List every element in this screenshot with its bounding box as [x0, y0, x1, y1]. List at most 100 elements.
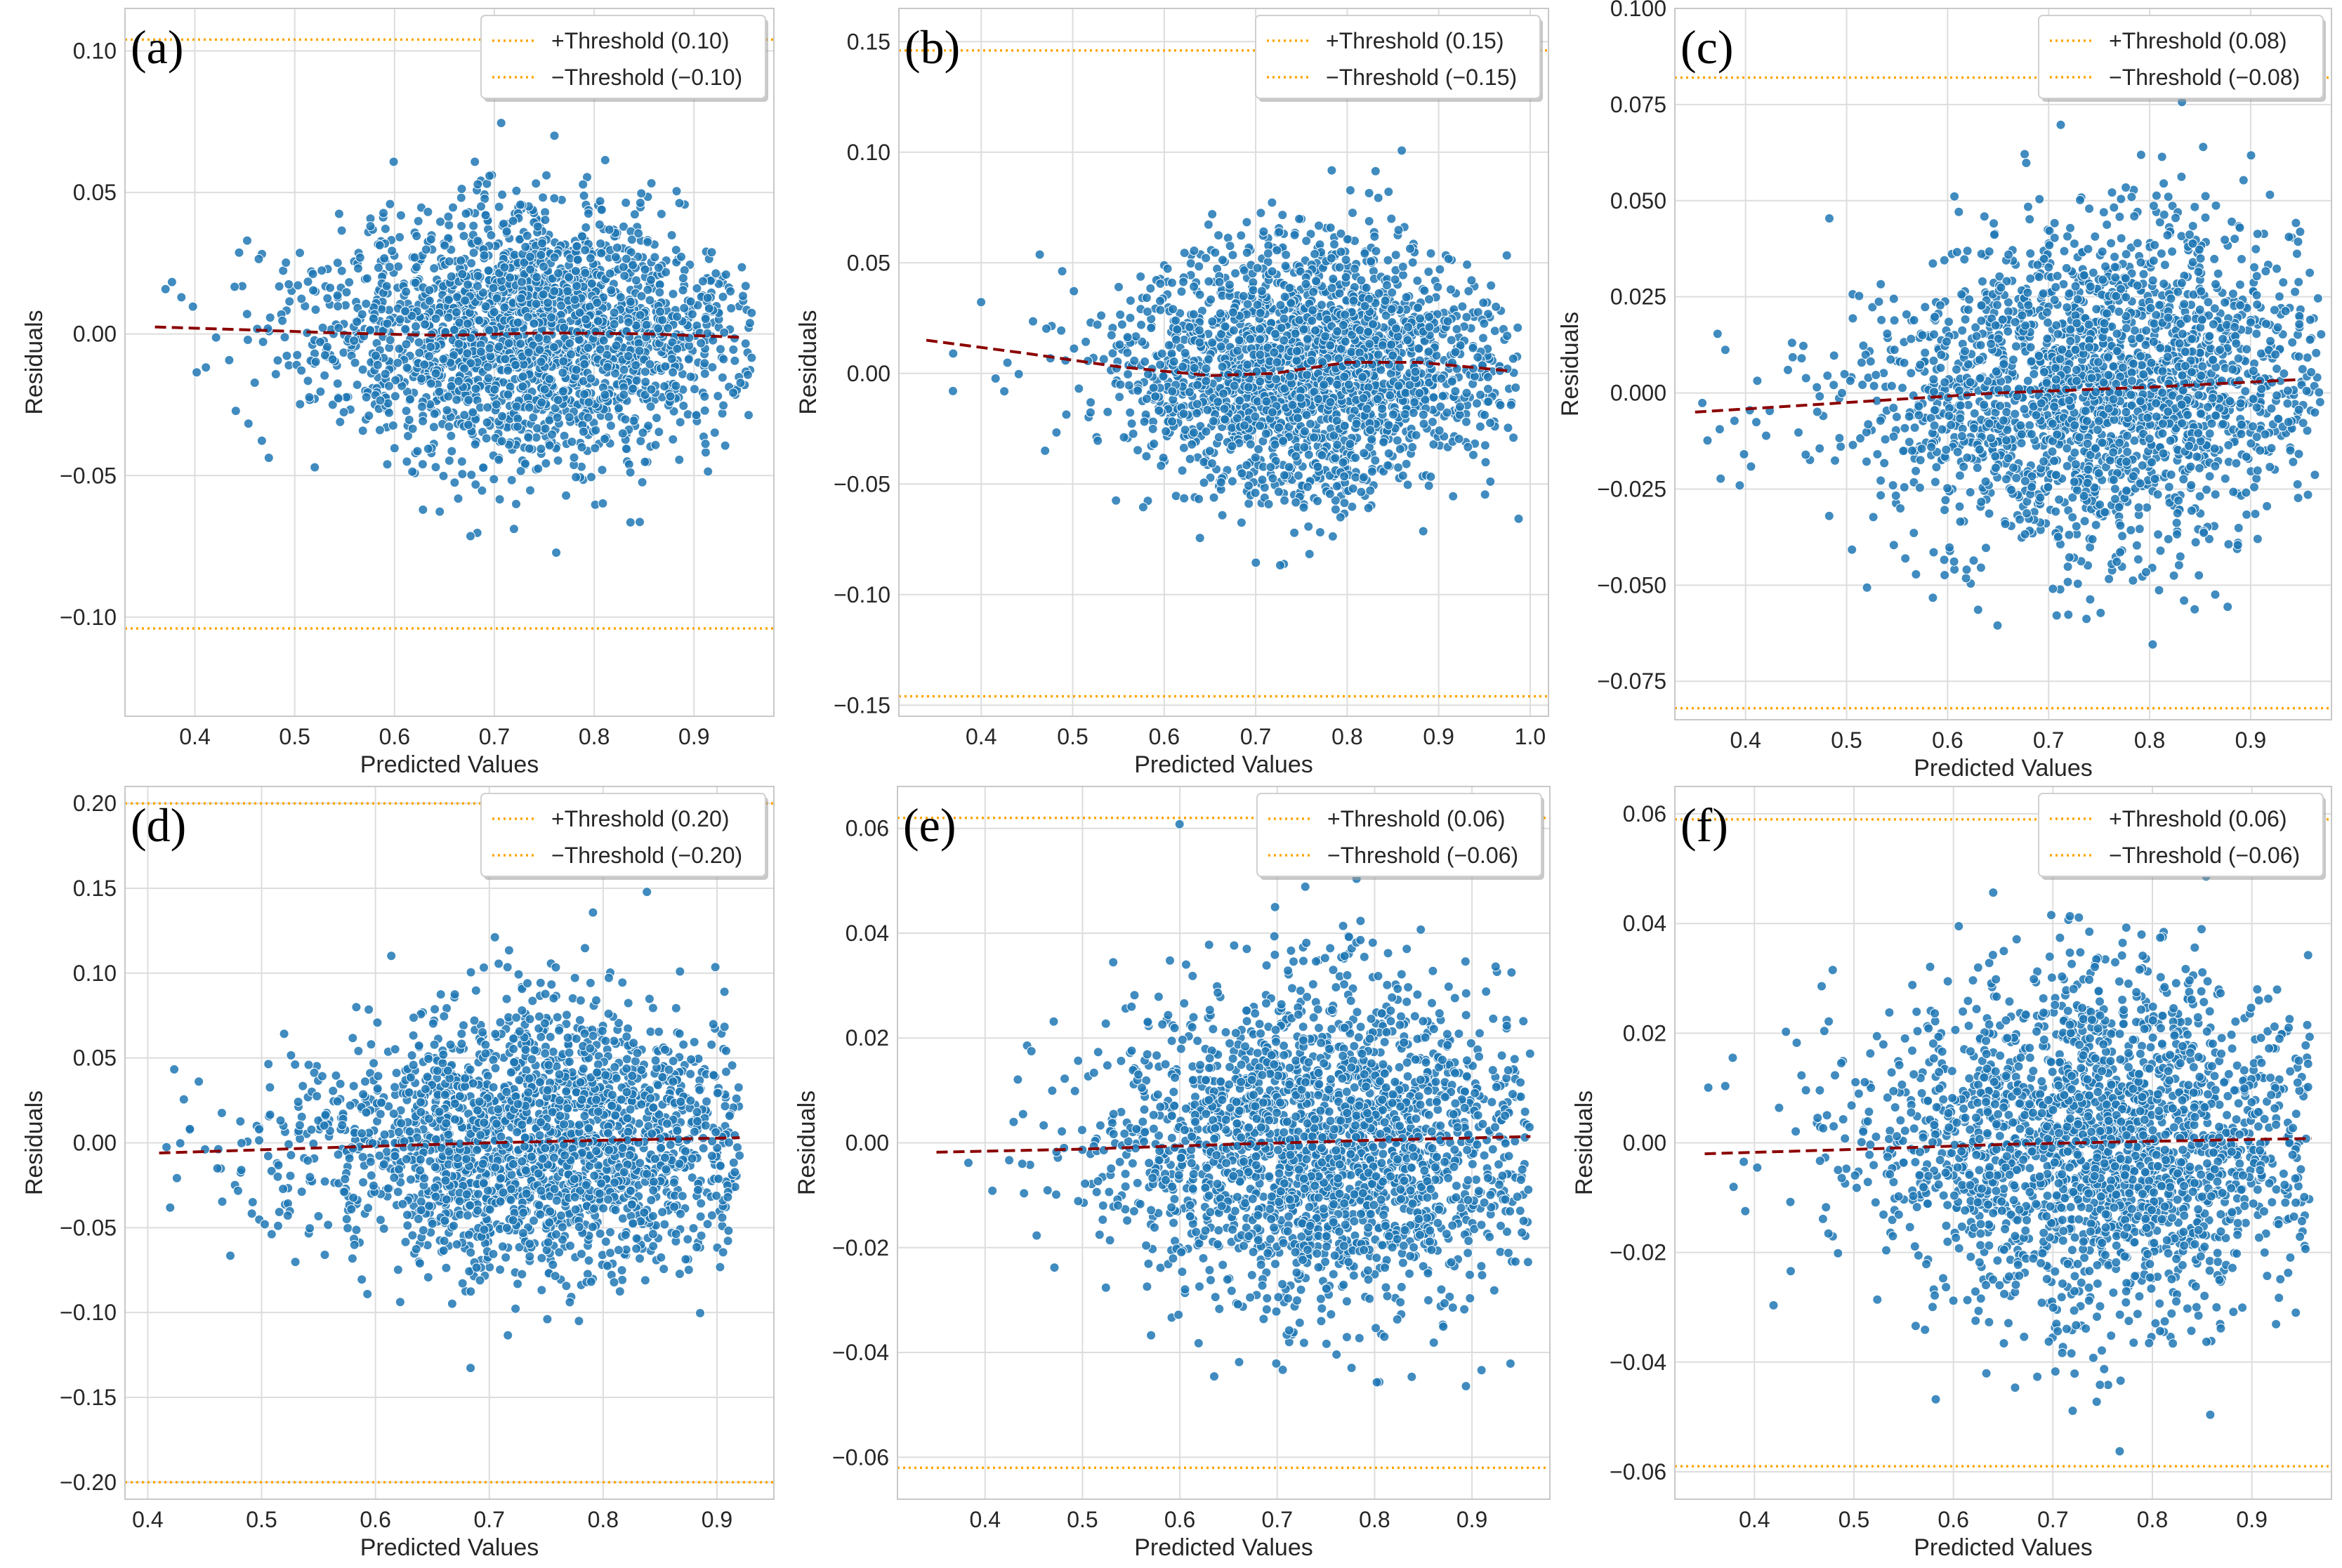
scatter-point	[1267, 197, 1277, 208]
scatter-point	[643, 237, 653, 247]
scatter-point	[1227, 441, 1237, 452]
scatter-point	[518, 371, 528, 382]
scatter-point	[479, 250, 489, 261]
scatter-point	[609, 319, 619, 329]
scatter-point	[166, 277, 177, 287]
scatter-point	[511, 401, 522, 411]
scatter-point	[1410, 367, 1421, 377]
scatter-point	[1466, 275, 1477, 286]
scatter-point	[256, 435, 267, 446]
scatter-point	[728, 344, 739, 355]
scatter-point	[1184, 322, 1195, 332]
scatter-point	[482, 417, 492, 428]
scatter-point	[532, 272, 542, 282]
scatter-point	[1250, 487, 1261, 498]
scatter-point	[459, 231, 469, 241]
scatter-point	[564, 272, 574, 282]
scatter-point	[1268, 407, 1277, 418]
scatter-point	[1201, 364, 1211, 374]
scatter-point	[1146, 323, 1157, 333]
scatter-point	[1178, 362, 1188, 372]
scatter-point	[1454, 434, 1464, 444]
scatter-point	[429, 409, 440, 419]
scatter-point	[496, 118, 506, 129]
scatter-point	[1360, 248, 1370, 258]
scatter-point	[1057, 266, 1067, 277]
scatter-point	[586, 374, 596, 383]
scatter-point	[494, 341, 504, 352]
scatter-point	[1483, 383, 1493, 394]
scatter-point	[435, 216, 445, 227]
scatter-point	[1069, 286, 1079, 296]
scatter-point	[1329, 239, 1339, 249]
scatter-point	[522, 230, 532, 241]
scatter-point	[381, 281, 392, 291]
scatter-point	[1317, 300, 1327, 310]
scatter-point	[459, 410, 470, 420]
scatter-point	[738, 291, 748, 301]
legend: +Threshold (0.15)−Threshold (−0.15)	[1255, 15, 1543, 102]
scatter-point	[637, 477, 647, 487]
scatter-point	[412, 446, 423, 456]
scatter-point	[1171, 491, 1181, 501]
scatter-point	[443, 295, 454, 305]
scatter-point	[1511, 383, 1521, 393]
chart-panel: 0.4 0.5 0.6 0.7 0.8 0.9−0.075−0.050−0.0250.00…	[1557, 0, 2332, 782]
scatter-point	[948, 386, 958, 396]
scatter-point	[700, 314, 711, 324]
scatter-point	[1143, 306, 1152, 317]
scatter-point	[224, 355, 235, 365]
scatter-point	[2134, 524, 2145, 534]
scatter-point	[625, 296, 636, 307]
scatter-point	[1348, 296, 1359, 306]
scatter-point	[717, 372, 728, 383]
scatter-point	[279, 332, 290, 343]
scatter-point	[596, 204, 607, 215]
scatter-point	[1335, 512, 1346, 522]
scatter-point	[516, 294, 526, 303]
scatter-point	[471, 480, 481, 489]
scatter-point	[1217, 362, 1228, 372]
y-tick-label: 0.00	[73, 322, 117, 347]
scatter-point	[447, 446, 457, 456]
scatter-point	[395, 210, 406, 220]
scatter-point	[1478, 298, 1489, 308]
scatter-point	[1096, 310, 1107, 321]
scatter-point	[270, 369, 281, 379]
scatter-point	[746, 308, 757, 318]
scatter-point	[483, 373, 494, 383]
scatter-point	[645, 295, 655, 305]
panel-label: (a)	[131, 20, 183, 74]
scatter-point	[678, 285, 688, 296]
scatter-point	[488, 283, 499, 294]
scatter-point	[635, 517, 645, 527]
scatter-point	[1093, 435, 1103, 446]
scatter-point	[473, 236, 483, 246]
scatter-point	[1111, 495, 1121, 506]
scatter-point	[1207, 316, 1218, 327]
scatter-point	[1176, 286, 1187, 297]
scatter-point	[1275, 560, 1285, 570]
scatter-point	[1185, 258, 1196, 269]
scatter-point	[409, 252, 420, 263]
scatter-point	[333, 393, 343, 404]
scatter-point	[577, 231, 587, 242]
scatter-point	[1447, 376, 1457, 387]
scatter-point	[401, 339, 412, 350]
scatter-point	[481, 433, 492, 444]
scatter-point	[1114, 282, 1124, 292]
scatter-point	[482, 362, 493, 372]
scatter-point	[1350, 263, 1360, 274]
scatter-point	[605, 268, 615, 279]
scatter-point	[1324, 489, 1335, 499]
scatter-point	[699, 391, 710, 402]
scatter-point	[1256, 208, 1266, 218]
scatter-point	[1480, 457, 1491, 468]
scatter-point	[1419, 419, 1429, 429]
scatter-point	[1472, 398, 1482, 409]
scatter-point	[1401, 459, 1412, 469]
scatter-point	[1423, 346, 1434, 357]
scatter-point	[1303, 521, 1314, 532]
scatter-point	[1304, 549, 1315, 559]
scatter-point	[1217, 510, 1228, 520]
